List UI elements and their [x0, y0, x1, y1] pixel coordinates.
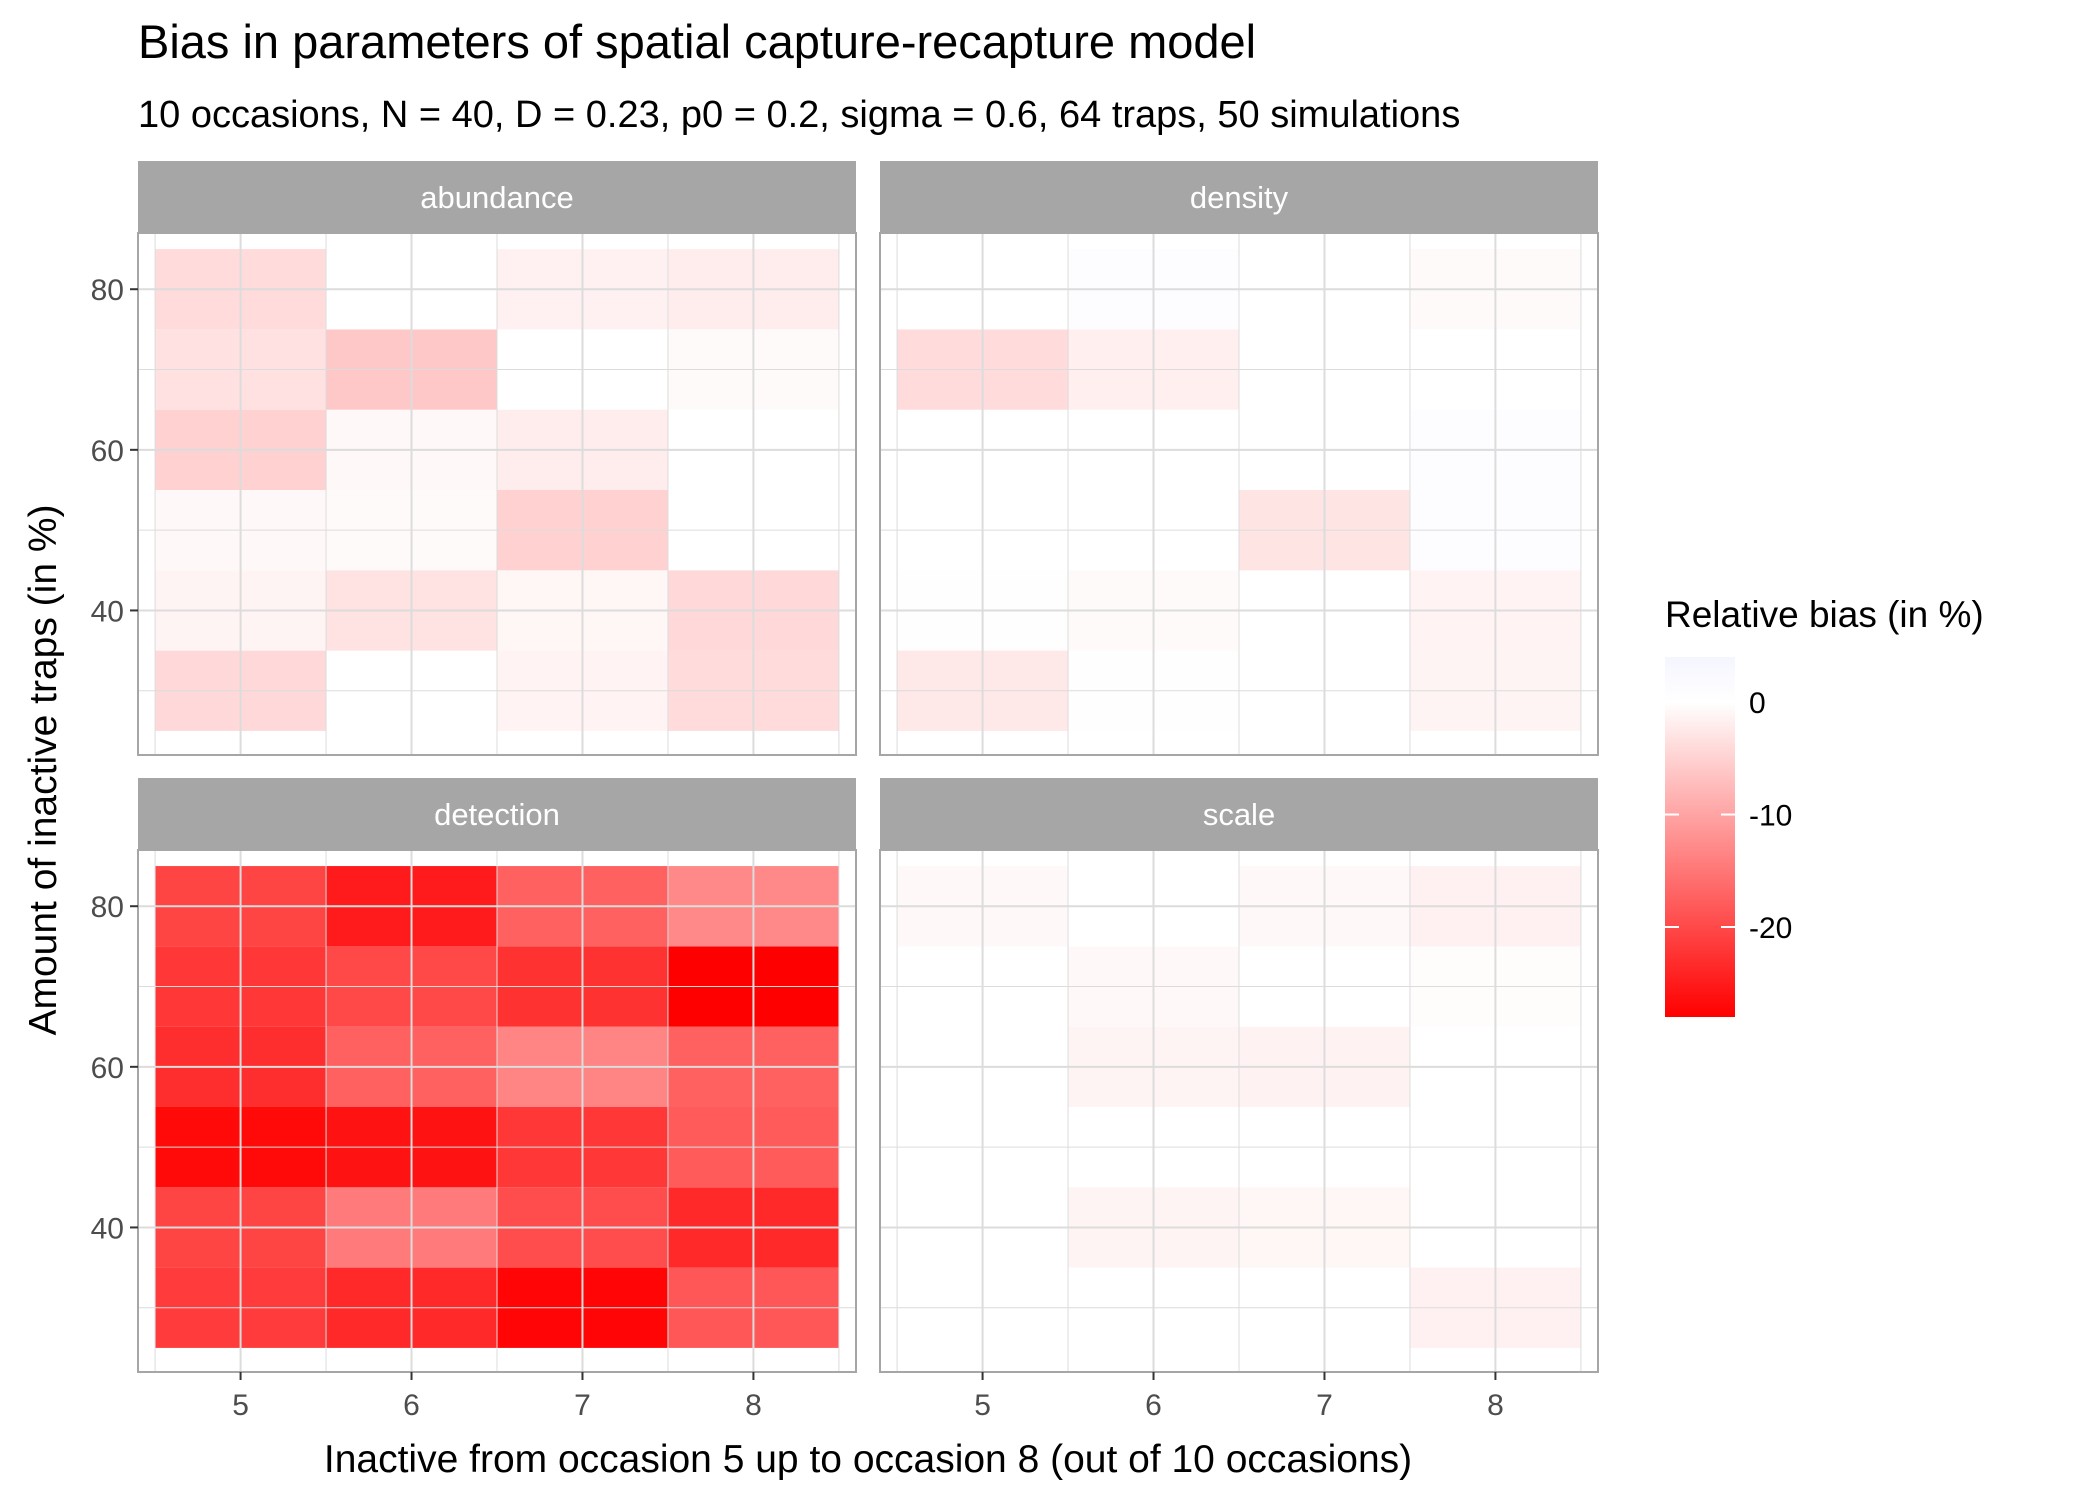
legend-tick-label: 0	[1749, 687, 1766, 720]
x-tick-label: 8	[745, 1389, 762, 1422]
x-tick-label: 5	[232, 1389, 249, 1422]
x-tick-label: 7	[1316, 1389, 1333, 1422]
x-tick-label: 8	[1487, 1389, 1504, 1422]
x-tick-label: 6	[1145, 1389, 1162, 1422]
facet-strip-label: scale	[1203, 797, 1275, 832]
facet-strip-label: abundance	[420, 180, 573, 215]
color-legend: Relative bias (in %) 0 -10 -20	[1665, 594, 1984, 1017]
x-tick-label: 6	[403, 1389, 420, 1422]
legend-tick-label: -10	[1749, 800, 1792, 833]
chart-title: Bias in parameters of spatial capture-re…	[138, 15, 1256, 68]
panel-border	[879, 232, 1599, 756]
y-tick-label: 40	[91, 1212, 124, 1245]
y-axis-title: Amount of inactive traps (in %)	[22, 504, 65, 1035]
facet-strip	[880, 778, 1598, 850]
panel-border	[137, 849, 857, 1373]
y-tick-label: 80	[91, 274, 124, 307]
facet-panel-scale: scale 5 6 7 8	[879, 778, 1599, 1422]
facet-strip	[880, 161, 1598, 233]
x-tick-label: 7	[574, 1389, 591, 1422]
facet-strip	[138, 161, 856, 233]
x-tick-label: 5	[974, 1389, 991, 1422]
chart-subtitle: 10 occasions, N = 40, D = 0.23, p0 = 0.2…	[138, 94, 1460, 136]
legend-color-bar	[1665, 657, 1735, 1017]
y-tick-label: 40	[91, 595, 124, 628]
y-tick-label: 80	[91, 891, 124, 924]
x-axis-title: Inactive from occasion 5 up to occasion …	[324, 1438, 1412, 1481]
facet-panel-abundance: abundance 40 60 80	[91, 161, 857, 756]
legend-title: Relative bias (in %)	[1665, 594, 1984, 635]
facet-panel-density: density	[879, 161, 1599, 756]
facet-panels: abundance 40 60 80 density detection 40 60 80 5 6 7…	[91, 161, 1599, 1422]
facet-strip-label: density	[1190, 180, 1289, 215]
y-tick-label: 60	[91, 1052, 124, 1085]
panel-border	[137, 232, 857, 756]
y-tick-label: 60	[91, 435, 124, 468]
facet-panel-detection: detection 40 60 80 5 6 7 8	[91, 778, 857, 1422]
legend-ticks: 0 -10 -20	[1665, 687, 1792, 945]
legend-tick-label: -20	[1749, 912, 1792, 945]
facet-strip	[138, 778, 856, 850]
panel-border	[879, 849, 1599, 1373]
facet-strip-label: detection	[434, 797, 560, 832]
